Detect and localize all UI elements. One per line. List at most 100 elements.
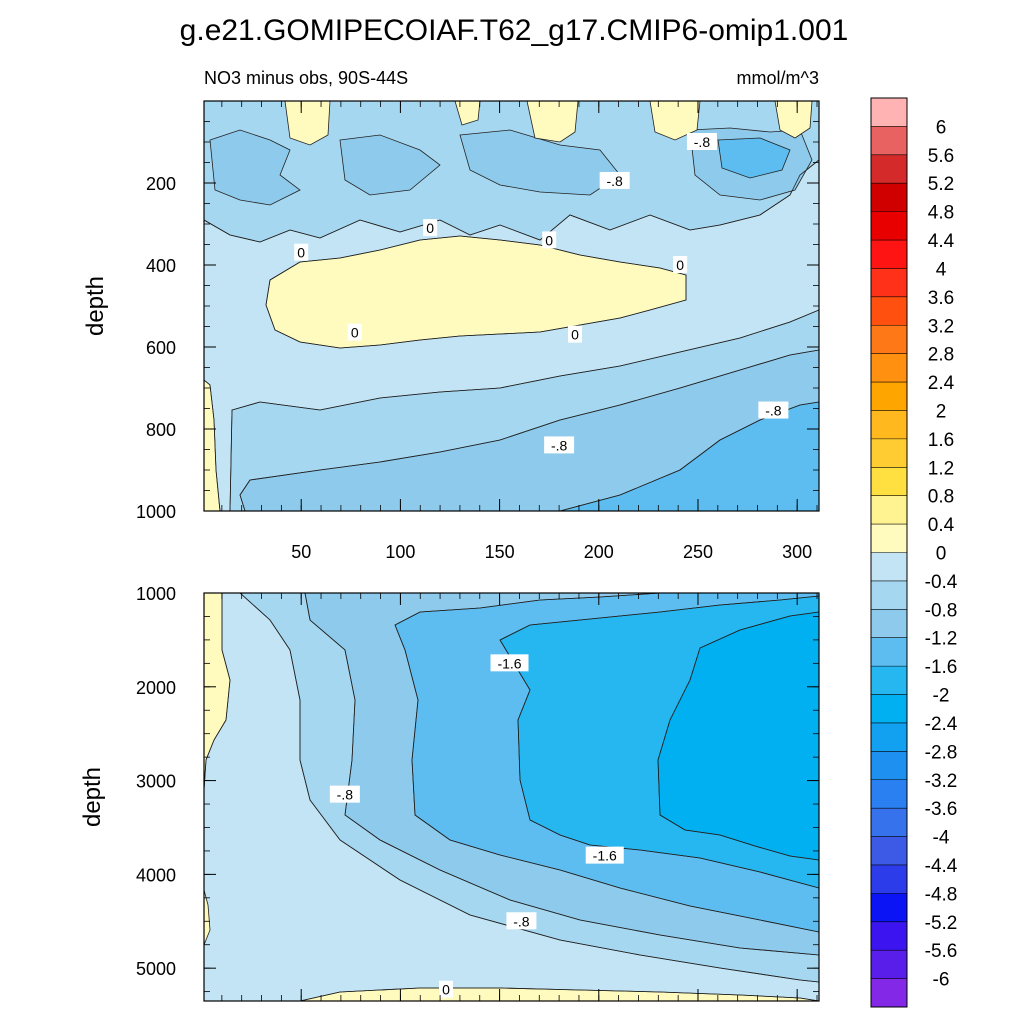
upper-surface-12 — [209, 129, 301, 206]
colorbar-swatch — [871, 836, 907, 866]
colorbar-swatch — [871, 98, 907, 127]
colorbar-swatch — [871, 950, 907, 980]
colorbar-swatch — [871, 666, 907, 696]
colorbar-swatch — [871, 751, 907, 781]
colorbar-label: 3.2 — [928, 316, 954, 337]
colorbar-swatch — [871, 808, 907, 838]
x-tick-label: 50 — [291, 542, 311, 562]
colorbar-label: 5.2 — [928, 174, 954, 195]
contour-label: -.8 — [606, 173, 623, 189]
contour-label: -.8 — [337, 787, 354, 803]
y-tick-label: 200 — [146, 174, 176, 194]
contour-label-box — [423, 219, 438, 237]
colorbar-label: 4.4 — [928, 231, 955, 252]
upper-axis-ticks: 200 400 600 800 1000 50 100 150 200 250 300 — [136, 100, 819, 562]
lower-contour-labels: -1.6 -.8 -1.6 -.8 0 — [329, 654, 624, 998]
upper-panel: -.8 -.8 0 0 0 0 0 0 -.8 -.8 200 400 600 800 1000 50 100… — [82, 100, 820, 562]
upper-pos-patch-3 — [649, 101, 701, 141]
colorbar-swatch — [871, 893, 907, 923]
upper-pos-patch-4 — [774, 101, 813, 139]
contour-label: 0 — [571, 327, 579, 343]
colorbar-label: 5.6 — [928, 146, 954, 167]
colorbar-swatch — [871, 183, 907, 213]
contour-label-box — [347, 323, 362, 341]
contour-label-box — [329, 785, 360, 803]
colorbar-swatch — [871, 154, 907, 184]
colorbar-swatch — [871, 353, 907, 383]
contour-label: 0 — [426, 220, 434, 236]
colorbar-label: 0.4 — [928, 515, 955, 536]
lower-ylabel: depth — [79, 767, 106, 827]
colorbar-swatch — [871, 211, 907, 241]
y-tick-label: 600 — [146, 338, 176, 358]
upper-surface-16 — [717, 137, 791, 179]
contour-label: -.8 — [513, 913, 530, 929]
contour-label-box — [544, 436, 575, 454]
y-tick-label: 1000 — [136, 502, 176, 522]
colorbar-swatch — [871, 382, 907, 411]
subtitle-left: NO3 minus obs, 90S-44S — [204, 68, 408, 88]
y-tick-label: 3000 — [136, 772, 176, 792]
contour-label-box — [599, 171, 630, 189]
y-tick-label: 400 — [146, 256, 176, 276]
colorbar-swatch — [871, 637, 907, 667]
colorbar-label: -0.8 — [925, 600, 958, 621]
contour-label: 0 — [545, 232, 553, 248]
colorbar-label: -5.2 — [925, 913, 958, 934]
contour-label-box — [506, 912, 537, 930]
upper-pos-patch-1 — [284, 101, 331, 146]
x-tick-label: 100 — [385, 542, 415, 562]
colorbar-swatch — [871, 467, 907, 497]
colorbar-label: -6 — [933, 970, 950, 991]
colorbar-label: -2 — [933, 686, 950, 707]
contour-label: 0 — [297, 245, 305, 261]
colorbar-swatch — [871, 240, 907, 269]
colorbar-label: 1.6 — [928, 430, 954, 451]
contour-label-box — [294, 243, 309, 261]
colorbar-label: -4.4 — [925, 856, 958, 877]
colorbar-swatch — [871, 524, 907, 553]
contour-label-box — [585, 846, 624, 864]
contour-label-box — [567, 325, 582, 343]
colorbar-label: 2.8 — [928, 345, 954, 366]
y-tick-label: 4000 — [136, 865, 176, 885]
colorbar-label: -0.4 — [925, 572, 958, 593]
y-tick-label: 800 — [146, 420, 176, 440]
y-tick-label: 5000 — [136, 959, 176, 979]
contour-label-box — [758, 401, 789, 419]
x-tick-label: 250 — [683, 542, 713, 562]
contour-label: 0 — [351, 325, 359, 341]
colorbar-swatch — [871, 694, 907, 724]
colorbar-label: -3.6 — [925, 799, 958, 820]
upper-pos-patch-5 — [454, 101, 481, 126]
lower-axis-ticks: 1000 2000 3000 4000 5000 — [136, 584, 819, 1001]
colorbar-label: -1.6 — [925, 657, 958, 678]
colorbar-swatch — [871, 325, 907, 355]
upper-ylabel: depth — [82, 276, 109, 336]
colorbar-label: 4.8 — [928, 203, 954, 224]
contour-label-box — [542, 231, 557, 249]
colorbar-label: 6 — [936, 117, 947, 138]
colorbar-swatch — [871, 268, 907, 298]
contour-label: -.8 — [694, 134, 711, 150]
x-tick-label: 150 — [485, 542, 515, 562]
contour-label-box — [439, 980, 454, 998]
colorbar-label: 0 — [936, 544, 947, 565]
lower-left-strip-2 — [204, 889, 211, 946]
lower-panel: -1.6 -.8 -1.6 -.8 0 1000 2000 3000 4000 5000 dep… — [79, 584, 820, 1002]
contour-label: -1.6 — [593, 848, 617, 864]
colorbar-swatch — [871, 410, 907, 440]
colorbar-swatch — [871, 580, 907, 610]
contour-label: -1.6 — [497, 655, 521, 671]
colorbar-frame — [870, 97, 908, 1008]
y-tick-label: 2000 — [136, 678, 176, 698]
contour-label-box — [490, 654, 529, 672]
x-tick-label: 300 — [782, 542, 812, 562]
colorbar-label: -4 — [933, 828, 950, 849]
contour-label-box — [686, 133, 717, 150]
colorbar-swatch — [871, 779, 907, 809]
colorbar-label: 2.4 — [928, 373, 955, 394]
contour-label: -.8 — [765, 403, 782, 419]
upper-contour-labels: -.8 -.8 0 0 0 0 0 0 -.8 -.8 — [294, 133, 789, 454]
